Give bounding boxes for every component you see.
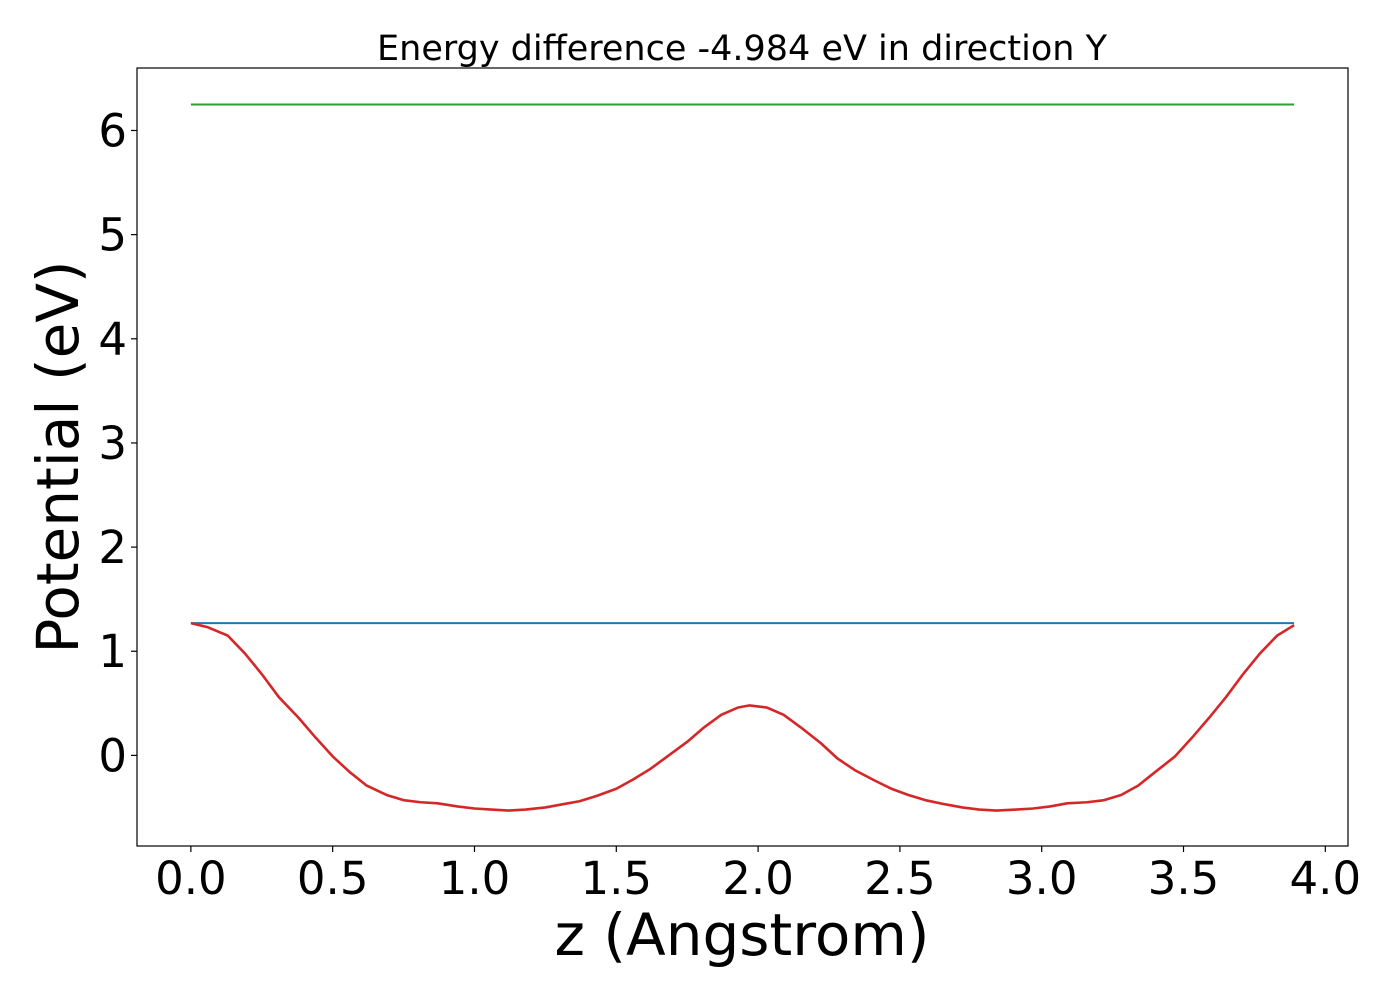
x-tick-label: 3.0 bbox=[1006, 852, 1078, 905]
y-tick-label: 5 bbox=[98, 209, 127, 262]
y-tick-label: 6 bbox=[98, 104, 127, 157]
y-tick-label: 0 bbox=[98, 729, 127, 782]
series-line-3 bbox=[190, 621, 1295, 812]
x-tick-label: 1.5 bbox=[581, 852, 653, 905]
y-tick-label: 1 bbox=[98, 625, 127, 678]
x-tick-label: 0.0 bbox=[155, 852, 227, 905]
x-tick-label: 2.0 bbox=[722, 852, 794, 905]
plot-frame bbox=[136, 67, 1349, 847]
x-axis-label: z (Angstrom) bbox=[555, 901, 930, 969]
x-axis: 0.0 0.5 1.0 1.5 2.0 2.5 3.0 3.5 4.0 bbox=[155, 846, 1361, 905]
y-tick-label: 2 bbox=[98, 521, 127, 574]
y-axis-label: Potential (eV) bbox=[24, 260, 92, 653]
y-tick-label: 4 bbox=[98, 313, 127, 366]
x-tick-label: 3.5 bbox=[1148, 852, 1220, 905]
chart-title: Energy difference -4.984 eV in direction… bbox=[377, 29, 1108, 69]
x-tick-label: 4.0 bbox=[1290, 852, 1362, 905]
x-tick-label: 1.0 bbox=[439, 852, 511, 905]
series-layer bbox=[190, 103, 1295, 812]
x-tick-label: 2.5 bbox=[864, 852, 936, 905]
y-axis: 0 1 2 3 4 5 6 bbox=[98, 104, 137, 782]
y-tick-label: 3 bbox=[98, 417, 127, 470]
x-tick-label: 0.5 bbox=[297, 852, 369, 905]
